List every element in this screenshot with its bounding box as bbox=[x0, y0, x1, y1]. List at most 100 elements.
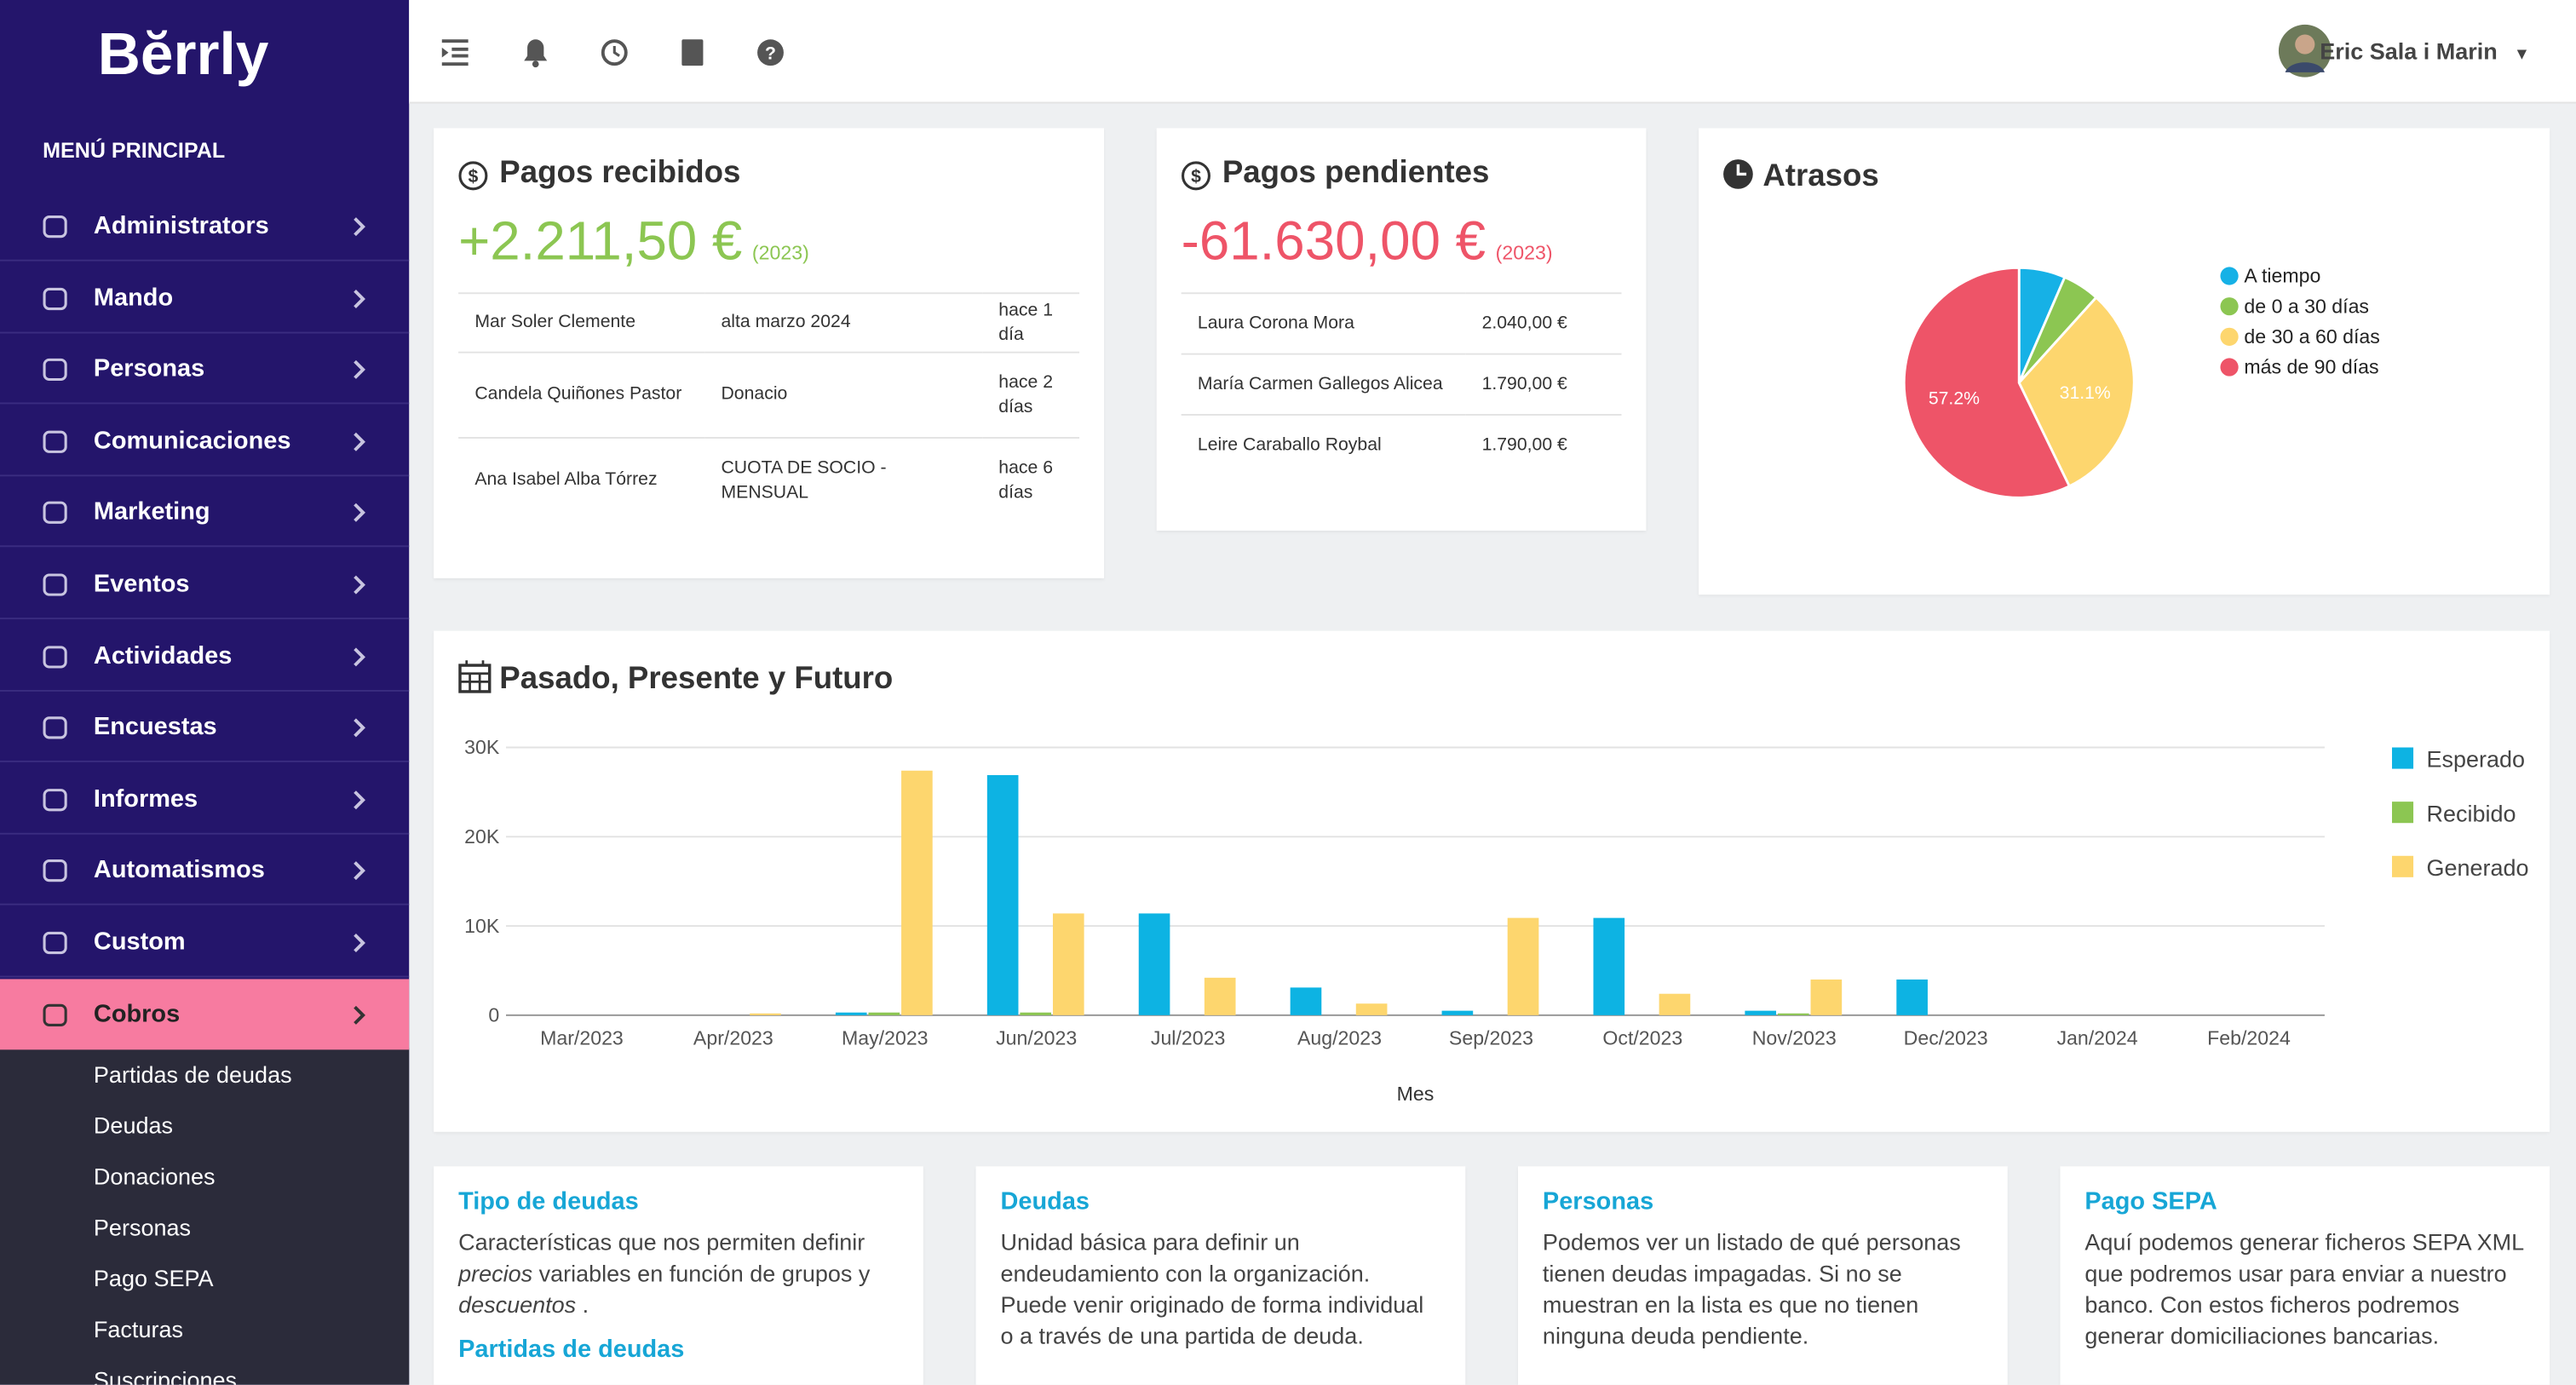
info-subtitle[interactable]: Partidas de deudas bbox=[458, 1335, 685, 1364]
y-tick-label: 0 bbox=[488, 1004, 499, 1026]
pie-card: Atrasos A tiempo de 0 a 30 días 31.1% de 30 … bbox=[1699, 128, 2550, 595]
amount-value: -61.630,00 € bbox=[1181, 210, 1486, 272]
user-label[interactable]: Eric Sala i Marin bbox=[2320, 37, 2498, 65]
menu-item[interactable]: Administrators bbox=[0, 191, 410, 261]
info-content: Pago SEPA Aquí podemos generar ficheros S… bbox=[2084, 1186, 2525, 1352]
chevron-shape bbox=[354, 360, 365, 380]
y-tick-label: 20K bbox=[464, 825, 500, 848]
info-card: Pago SEPA Aquí podemos generar ficheros S… bbox=[2060, 1166, 2550, 1385]
legend-swatch bbox=[2220, 327, 2239, 346]
pie-chart: Atrasos A tiempo de 0 a 30 días 31.1% de 30 … bbox=[1723, 158, 2380, 499]
toolbar-icons[interactable]: ? bbox=[439, 34, 817, 70]
bar bbox=[1020, 1012, 1052, 1015]
x-tick-label: Jul/2023 bbox=[1151, 1027, 1225, 1049]
info-content: Personas Podemos ver un listado de qué pe… bbox=[1543, 1186, 1983, 1352]
menu-item[interactable]: Custom bbox=[0, 907, 410, 978]
menu-label: Encuestas bbox=[93, 713, 217, 742]
menu-item[interactable]: Mando bbox=[0, 262, 410, 333]
bar bbox=[1745, 1010, 1777, 1015]
chevron bbox=[354, 647, 365, 666]
bar bbox=[1052, 913, 1084, 1015]
amount: -61.630,00 € (2023) bbox=[1182, 210, 1553, 273]
menu-item[interactable]: Encuestas bbox=[0, 692, 410, 763]
menu-icon bbox=[43, 359, 67, 382]
menu-icon bbox=[43, 502, 67, 525]
info-text: Aquí podemos generar ficheros SEPA XML q… bbox=[2084, 1227, 2525, 1353]
menu-item[interactable]: Actividades bbox=[0, 620, 410, 692]
info-card: Deudas Unidad básica para definir un ende… bbox=[975, 1166, 1466, 1385]
menu-item[interactable]: Cobros bbox=[0, 978, 410, 1049]
submenu-item[interactable]: Suscripciones bbox=[93, 1366, 238, 1385]
chevron-shape bbox=[354, 718, 365, 738]
menu-item[interactable]: Marketing bbox=[0, 477, 410, 548]
card-title: Pagos pendientes bbox=[1222, 156, 1490, 191]
info-card: Tipo de deudas Características que nos pe… bbox=[434, 1166, 923, 1385]
table-row: Ana Isabel Alba Tórrez CUOTA DE SOCIO - M… bbox=[458, 436, 1080, 524]
chevron bbox=[354, 360, 365, 380]
info-card: Personas Podemos ver un listado de qué pe… bbox=[1517, 1166, 2008, 1385]
bar bbox=[1204, 977, 1236, 1015]
chevron bbox=[354, 432, 365, 451]
menu-item[interactable]: Informes bbox=[0, 763, 410, 835]
info-title[interactable]: Pago SEPA bbox=[2084, 1187, 2217, 1216]
menu-item[interactable]: Automatismos bbox=[0, 835, 410, 906]
table-row: Mar Soler Clemente alta marzo 2024 hace 1 … bbox=[458, 292, 1080, 353]
legend-label: de 30 a 60 días bbox=[2244, 325, 2379, 348]
submenu-item[interactable]: Personas bbox=[93, 1214, 192, 1241]
submenu-item[interactable]: Facturas bbox=[93, 1315, 183, 1342]
chevron bbox=[354, 933, 365, 953]
info-title[interactable]: Personas bbox=[1542, 1187, 1654, 1216]
bar bbox=[1441, 1010, 1474, 1015]
submenu-item[interactable]: Pago SEPA bbox=[93, 1264, 214, 1291]
legend-label: Generado bbox=[2426, 855, 2528, 881]
y-tick-label: 10K bbox=[464, 915, 500, 937]
menu-icon bbox=[43, 716, 67, 739]
menu-item[interactable]: Eventos bbox=[0, 549, 410, 620]
menu-item[interactable]: Personas bbox=[0, 334, 410, 405]
year: (2023) bbox=[751, 241, 809, 265]
received-card: $ Pagos recibidos +2.211,50 € (2023) Mar … bbox=[434, 128, 1104, 578]
legend-label: A tiempo bbox=[2244, 265, 2320, 287]
pie-slice bbox=[1902, 266, 2072, 499]
menu-icon bbox=[43, 788, 67, 811]
legend-swatch bbox=[2220, 267, 2239, 285]
menu-icon bbox=[43, 430, 67, 453]
pie-slice bbox=[2017, 296, 2136, 488]
chevron-shape bbox=[354, 861, 365, 881]
menu-item[interactable]: Comunicaciones bbox=[0, 405, 410, 476]
text-segment: precios bbox=[458, 1260, 533, 1287]
legend-swatch bbox=[2220, 358, 2239, 376]
info-title[interactable]: Tipo de deudas bbox=[458, 1187, 639, 1216]
menu-icon bbox=[43, 287, 67, 310]
menu-label: Eventos bbox=[93, 570, 190, 598]
x-axis-label: Mes bbox=[1397, 1083, 1435, 1105]
user-name[interactable]: Eric Sala i Marin ▼ bbox=[2320, 37, 2530, 65]
bar-card: Pasado, Presente y Futuro 0 10K 20K 30K Mar/2… bbox=[434, 630, 2550, 1132]
info-title[interactable]: Deudas bbox=[1000, 1187, 1090, 1216]
logo[interactable]: Bĕrrly bbox=[97, 20, 269, 88]
menu-label: Automatismos bbox=[93, 856, 265, 885]
bar bbox=[901, 770, 933, 1015]
table-cell: 1.790,00 € bbox=[1465, 413, 1622, 476]
chevron bbox=[354, 790, 365, 809]
menu-label: Custom bbox=[93, 928, 186, 957]
chevron bbox=[354, 1005, 365, 1025]
text-segment: Características que nos permiten definir bbox=[458, 1228, 865, 1256]
table-cell: hace 2 días bbox=[982, 351, 1080, 438]
icon-shape bbox=[458, 664, 492, 693]
table-row: María Carmen Gallegos Alicea 1.790,00 € bbox=[1181, 353, 1622, 415]
received-table: Mar Soler Clemente alta marzo 2024 hace 1 … bbox=[458, 292, 1080, 524]
icon-shape bbox=[43, 502, 67, 525]
bar-chart: Pasado, Presente y Futuro 0 10K 20K 30K Mar/2… bbox=[458, 660, 2529, 1105]
menu-label: Mando bbox=[93, 283, 174, 312]
calendar-icon bbox=[458, 660, 492, 693]
avatar[interactable] bbox=[2277, 23, 2333, 79]
chevron-shape bbox=[354, 217, 365, 237]
chevron bbox=[354, 289, 365, 308]
bar bbox=[1290, 987, 1322, 1015]
submenu-item[interactable]: Donaciones bbox=[93, 1163, 216, 1190]
bar bbox=[1138, 913, 1170, 1015]
submenu-item[interactable]: Partidas de deudas bbox=[93, 1060, 292, 1088]
bar bbox=[1777, 1013, 1809, 1015]
submenu-item[interactable]: Deudas bbox=[93, 1112, 174, 1139]
